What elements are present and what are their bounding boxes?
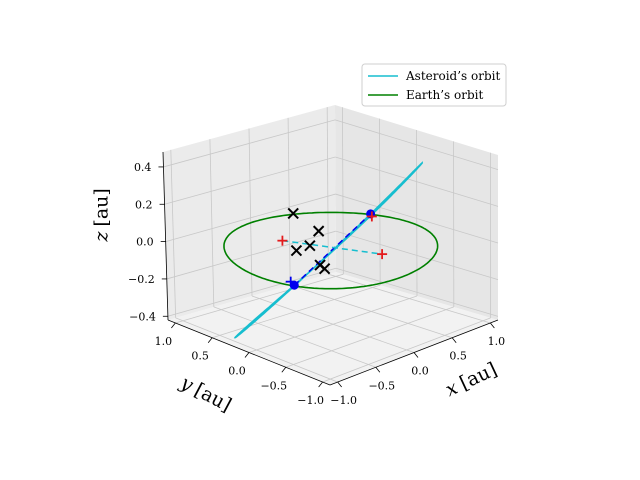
z-tick-label: 0.0 (136, 236, 154, 249)
apsis-line-dashed (282, 239, 383, 255)
grid-line-z-right (335, 156, 499, 207)
grid-line-z-left (167, 267, 337, 317)
axis-panes (163, 105, 498, 385)
x-stroke (290, 244, 303, 257)
grid-line-y-floor (175, 273, 344, 324)
node-plus-marker (366, 211, 377, 222)
z-tick-label: −0.2 (128, 273, 155, 286)
x-tick-mark (337, 381, 342, 388)
x-tick-label: 0.0 (411, 365, 429, 378)
x-stroke (304, 240, 316, 252)
grid-line-z-left (165, 193, 336, 242)
x-tick-mark (490, 322, 495, 329)
grid-line-x-wall (326, 107, 329, 275)
x-stroke (312, 225, 325, 237)
grid-line-z-right (335, 267, 499, 317)
x-tick-mark (451, 337, 457, 343)
grid-line-z-left (163, 119, 336, 168)
y-tick-mark (207, 337, 213, 343)
grid-line-z-right (335, 193, 499, 244)
x-axis-label: x[au] (442, 358, 500, 401)
left-wall-pane (163, 105, 336, 320)
x-stroke (287, 207, 299, 220)
z-axis-label: z[au] (91, 188, 113, 242)
x-tick-mark (375, 367, 381, 373)
grid-line-y-floor (212, 284, 381, 339)
apsis-plus-marker (377, 249, 388, 260)
y-tick-mark (171, 322, 176, 329)
grid-line-z-left (164, 156, 336, 205)
line-of-nodes-dashed (293, 213, 372, 286)
y-tick-label: 0.5 (191, 350, 209, 363)
tick-labels: −1.0 −0.5 0.0 0.5 1.0 −1.0 −0.5 0.0 0.5 1.0 −0.4 −0… (128, 161, 505, 407)
grid-line-x-wall (170, 149, 177, 318)
orbit-curves (223, 161, 439, 339)
x-marker (290, 244, 303, 257)
y-tick-mark (244, 352, 250, 358)
legend: Asteroid’s orbit Earth’s orbit (361, 63, 507, 107)
z-tick-label: −0.4 (129, 310, 156, 323)
x-marker (318, 262, 331, 275)
y-tick-mark (318, 381, 323, 388)
grid-line-y-wall (379, 118, 381, 286)
y-tick-label: 0.0 (228, 365, 246, 378)
node-point-dot (289, 280, 299, 290)
grid-line-y-floor (248, 295, 418, 353)
apsis-plus-marker (277, 235, 288, 246)
x-tick-label: 0.5 (449, 350, 467, 363)
tick-marks (158, 166, 495, 388)
y-tick-label: −1.0 (297, 394, 324, 407)
z-tick-label: 0.4 (134, 161, 152, 174)
x-tick-mark (413, 352, 419, 358)
y-tick-mark (281, 367, 287, 373)
z-tick-label: 0.2 (135, 198, 153, 211)
x-marker (312, 225, 325, 237)
x-marker (287, 207, 299, 220)
node-plus-marker (285, 276, 296, 287)
y-tick-label: −0.5 (260, 379, 287, 392)
asteroid-orbit-line (233, 161, 423, 339)
x-marker (304, 240, 316, 252)
grid-line-z-right (334, 119, 499, 171)
grid-line-x-wall (248, 128, 253, 297)
grid-line-y-floor (285, 306, 454, 368)
x-tick-label: 1.0 (488, 335, 506, 348)
grid-line-z-left (166, 230, 336, 280)
y-tick-label: 1.0 (155, 335, 173, 348)
point-markers (277, 207, 388, 290)
grid-line-y-wall (416, 129, 418, 297)
earth-orbit-line (223, 211, 439, 290)
y-axis-label: y[au] (176, 371, 235, 416)
z-axis-edge (162, 151, 169, 321)
grid-line-z-right (335, 230, 499, 281)
grid-line-x-wall (287, 117, 291, 286)
grid-line-x-wall (209, 139, 215, 307)
grid-line-y-floor (322, 317, 491, 383)
legend-label-earth: Earth’s orbit (406, 88, 483, 102)
grid-lines (163, 107, 499, 383)
x-stroke (318, 262, 331, 275)
grid-line-y-wall (342, 107, 344, 275)
legend-label-asteroid: Asteroid’s orbit (405, 69, 500, 83)
x-tick-label: −1.0 (330, 394, 357, 407)
x-tick-label: −0.5 (368, 379, 395, 392)
